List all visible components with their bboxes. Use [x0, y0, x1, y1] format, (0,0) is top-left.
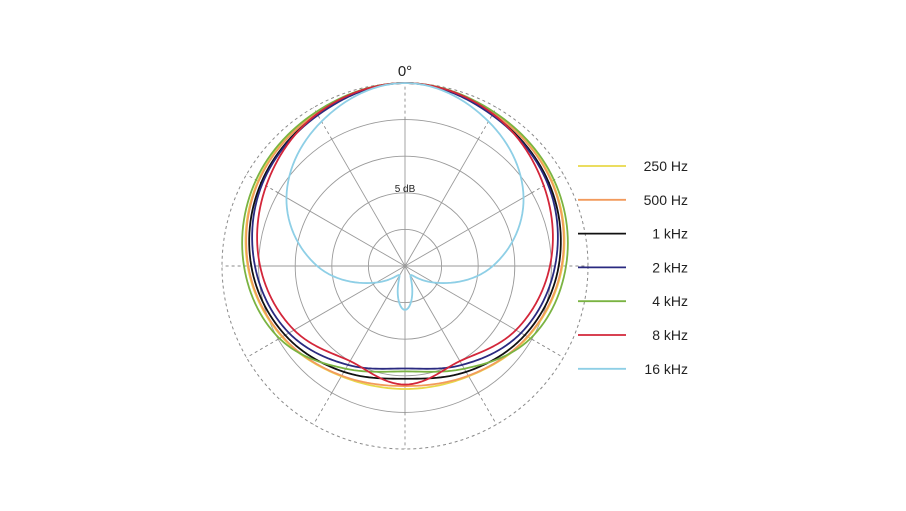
polar-grid [221, 82, 589, 450]
ring-db-label: 5 dB [395, 184, 416, 195]
spoke-line [404, 265, 479, 394]
series-curve-2-khz [251, 82, 559, 370]
legend-label: 4 kHz [652, 293, 688, 309]
series-curve-1-khz [248, 82, 562, 380]
legend-label: 1 kHz [652, 226, 688, 242]
legend-label: 250 Hz [644, 158, 688, 174]
series-curve-8-khz [256, 82, 554, 386]
polar-curves [241, 82, 569, 390]
spoke-line [277, 265, 406, 340]
spoke-line [404, 265, 533, 340]
legend: 250 Hz 500 Hz 1 kHz 2 kHz 4 kHz 8 kHz 16 kHz [578, 158, 688, 377]
spoke-line-outer [477, 392, 497, 425]
spoke-line-outer [313, 392, 333, 425]
series-curve-500-hz [245, 82, 565, 387]
spoke-line [331, 265, 406, 394]
spoke-line-outer [246, 338, 279, 358]
legend-label: 8 kHz [652, 327, 688, 343]
legend-label: 500 Hz [644, 192, 688, 208]
series-curve-16-khz [285, 82, 525, 311]
legend-label: 2 kHz [652, 259, 688, 275]
legend-label: 16 kHz [644, 361, 688, 377]
series-curve-4-khz [241, 82, 569, 373]
angle-zero-label: 0° [398, 63, 412, 80]
spoke-line [277, 192, 406, 267]
spoke-line [331, 138, 406, 267]
spoke-line [404, 192, 533, 267]
spoke-line [404, 138, 479, 267]
spoke-line-outer [531, 338, 564, 358]
